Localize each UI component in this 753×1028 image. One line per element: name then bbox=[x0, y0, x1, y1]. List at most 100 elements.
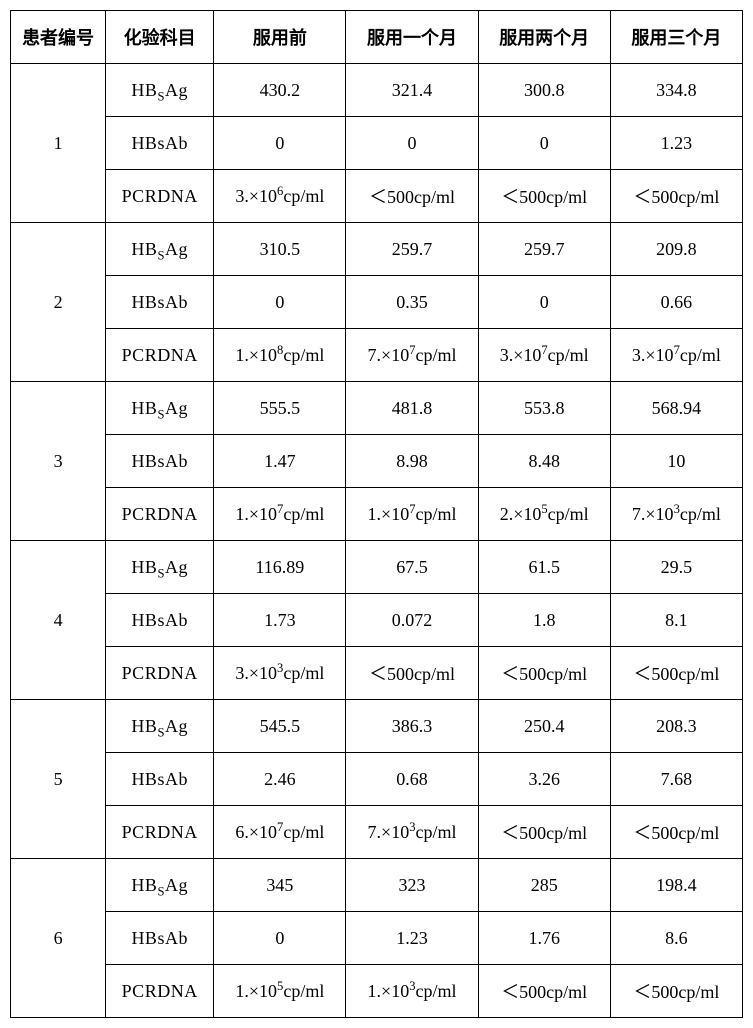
value-cell: 430.2 bbox=[214, 64, 346, 117]
table-row: 2HBSAg310.5259.7259.7209.8 bbox=[11, 223, 743, 276]
value-cell: 61.5 bbox=[478, 541, 610, 594]
test-name-cell: PCRDNA bbox=[106, 488, 214, 541]
value-cell: 0 bbox=[214, 912, 346, 965]
value-cell: 323 bbox=[346, 859, 478, 912]
value-cell: ＜500cp/ml bbox=[478, 647, 610, 700]
table-row: PCRDNA3.×103cp/ml＜500cp/ml＜500cp/ml＜500c… bbox=[11, 647, 743, 700]
table-row: 3HBSAg555.5481.8553.8568.94 bbox=[11, 382, 743, 435]
value-cell: 7.×107cp/ml bbox=[346, 329, 478, 382]
value-cell: 8.6 bbox=[610, 912, 742, 965]
value-cell: 67.5 bbox=[346, 541, 478, 594]
table-body: 1HBSAg430.2321.4300.8334.8HBsAb0001.23PC… bbox=[11, 64, 743, 1018]
value-cell: 7.68 bbox=[610, 753, 742, 806]
value-cell: 1.76 bbox=[478, 912, 610, 965]
value-cell: ＜500cp/ml bbox=[610, 965, 742, 1018]
value-cell: 0.35 bbox=[346, 276, 478, 329]
value-cell: 8.98 bbox=[346, 435, 478, 488]
value-cell: 555.5 bbox=[214, 382, 346, 435]
value-cell: 1.23 bbox=[346, 912, 478, 965]
value-cell: 3.26 bbox=[478, 753, 610, 806]
patient-id-cell: 2 bbox=[11, 223, 106, 382]
value-cell: 321.4 bbox=[346, 64, 478, 117]
value-cell: 553.8 bbox=[478, 382, 610, 435]
table-row: HBsAb0001.23 bbox=[11, 117, 743, 170]
value-cell: 259.7 bbox=[346, 223, 478, 276]
test-name-cell: PCRDNA bbox=[106, 965, 214, 1018]
test-name-cell: HBsAb bbox=[106, 435, 214, 488]
value-cell: 3.×107cp/ml bbox=[478, 329, 610, 382]
value-cell: 0 bbox=[478, 117, 610, 170]
test-name-cell: HBsAb bbox=[106, 117, 214, 170]
value-cell: 1.×107cp/ml bbox=[214, 488, 346, 541]
table-row: PCRDNA1.×105cp/ml1.×103cp/ml＜500cp/ml＜50… bbox=[11, 965, 743, 1018]
value-cell: ＜500cp/ml bbox=[478, 806, 610, 859]
value-cell: 285 bbox=[478, 859, 610, 912]
value-cell: 3.×103cp/ml bbox=[214, 647, 346, 700]
value-cell: 0 bbox=[346, 117, 478, 170]
value-cell: 1.×103cp/ml bbox=[346, 965, 478, 1018]
value-cell: 1.8 bbox=[478, 594, 610, 647]
value-cell: 300.8 bbox=[478, 64, 610, 117]
test-name-cell: PCRDNA bbox=[106, 329, 214, 382]
test-name-cell: PCRDNA bbox=[106, 647, 214, 700]
patient-id-cell: 3 bbox=[11, 382, 106, 541]
table-row: HBsAb01.231.768.6 bbox=[11, 912, 743, 965]
value-cell: 1.73 bbox=[214, 594, 346, 647]
test-name-cell: HBsAb bbox=[106, 753, 214, 806]
col-header-test-item: 化验科目 bbox=[106, 11, 214, 64]
value-cell: 209.8 bbox=[610, 223, 742, 276]
value-cell: 0.072 bbox=[346, 594, 478, 647]
col-header-month2: 服用两个月 bbox=[478, 11, 610, 64]
value-cell: 7.×103cp/ml bbox=[346, 806, 478, 859]
value-cell: 6.×107cp/ml bbox=[214, 806, 346, 859]
test-name-cell: PCRDNA bbox=[106, 170, 214, 223]
table-row: 4HBSAg116.8967.561.529.5 bbox=[11, 541, 743, 594]
col-header-month1: 服用一个月 bbox=[346, 11, 478, 64]
value-cell: 0 bbox=[214, 276, 346, 329]
value-cell: 259.7 bbox=[478, 223, 610, 276]
value-cell: 8.48 bbox=[478, 435, 610, 488]
table-row: HBsAb00.3500.66 bbox=[11, 276, 743, 329]
value-cell: ＜500cp/ml bbox=[478, 965, 610, 1018]
col-header-before: 服用前 bbox=[214, 11, 346, 64]
value-cell: 0.68 bbox=[346, 753, 478, 806]
table-row: 5HBSAg545.5386.3250.4208.3 bbox=[11, 700, 743, 753]
value-cell: 0 bbox=[214, 117, 346, 170]
value-cell: 198.4 bbox=[610, 859, 742, 912]
value-cell: 1.×107cp/ml bbox=[346, 488, 478, 541]
table-header-row: 患者编号 化验科目 服用前 服用一个月 服用两个月 服用三个月 bbox=[11, 11, 743, 64]
value-cell: 29.5 bbox=[610, 541, 742, 594]
table-row: HBsAb1.730.0721.88.1 bbox=[11, 594, 743, 647]
value-cell: 3.×107cp/ml bbox=[610, 329, 742, 382]
test-name-cell: HBsAb bbox=[106, 912, 214, 965]
test-name-cell: HBSAg bbox=[106, 700, 214, 753]
value-cell: 2.46 bbox=[214, 753, 346, 806]
value-cell: 545.5 bbox=[214, 700, 346, 753]
col-header-patient-id: 患者编号 bbox=[11, 11, 106, 64]
value-cell: ＜500cp/ml bbox=[478, 170, 610, 223]
table-row: 6HBSAg345323285198.4 bbox=[11, 859, 743, 912]
test-name-cell: HBsAb bbox=[106, 276, 214, 329]
value-cell: 116.89 bbox=[214, 541, 346, 594]
test-name-cell: HBSAg bbox=[106, 859, 214, 912]
value-cell: ＜500cp/ml bbox=[610, 170, 742, 223]
table-row: PCRDNA6.×107cp/ml7.×103cp/ml＜500cp/ml＜50… bbox=[11, 806, 743, 859]
value-cell: 10 bbox=[610, 435, 742, 488]
test-name-cell: PCRDNA bbox=[106, 806, 214, 859]
test-name-cell: HBsAb bbox=[106, 594, 214, 647]
table-row: 1HBSAg430.2321.4300.8334.8 bbox=[11, 64, 743, 117]
value-cell: ＜500cp/ml bbox=[610, 806, 742, 859]
value-cell: 334.8 bbox=[610, 64, 742, 117]
value-cell: 1.×108cp/ml bbox=[214, 329, 346, 382]
patient-id-cell: 4 bbox=[11, 541, 106, 700]
value-cell: 0.66 bbox=[610, 276, 742, 329]
value-cell: 8.1 bbox=[610, 594, 742, 647]
value-cell: ＜500cp/ml bbox=[346, 170, 478, 223]
value-cell: 0 bbox=[478, 276, 610, 329]
value-cell: ＜500cp/ml bbox=[346, 647, 478, 700]
table-row: PCRDNA1.×108cp/ml7.×107cp/ml3.×107cp/ml3… bbox=[11, 329, 743, 382]
patient-id-cell: 1 bbox=[11, 64, 106, 223]
value-cell: 250.4 bbox=[478, 700, 610, 753]
test-name-cell: HBSAg bbox=[106, 64, 214, 117]
table-row: PCRDNA1.×107cp/ml1.×107cp/ml2.×105cp/ml7… bbox=[11, 488, 743, 541]
